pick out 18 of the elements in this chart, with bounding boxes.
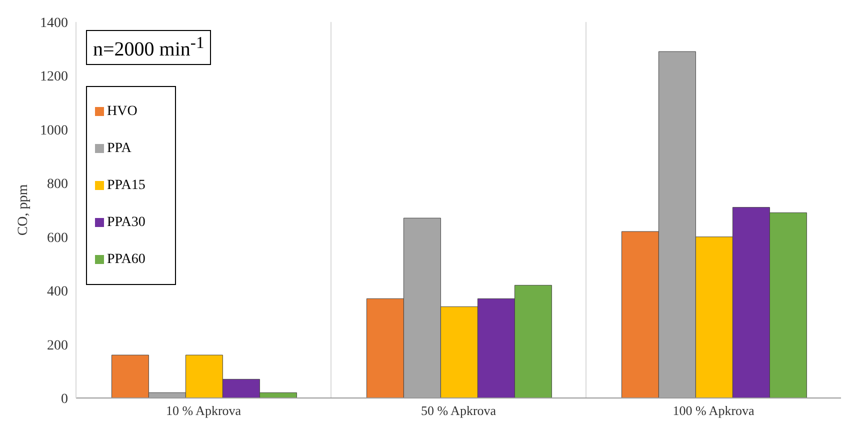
y-tick-label: 400 <box>47 284 68 300</box>
x-tick-label: 50 % Apkrova <box>420 403 496 418</box>
legend-label: PPA30 <box>107 214 146 230</box>
legend-label: HVO <box>107 104 138 120</box>
y-tick-label: 0 <box>61 392 68 407</box>
y-tick-label: 600 <box>47 230 68 246</box>
y-tick-label: 200 <box>47 338 68 354</box>
legend-label: PPA60 <box>107 252 146 268</box>
legend-label: PPA <box>107 140 132 156</box>
x-tick-label: 100 % Apkrova <box>672 403 755 418</box>
y-tick-label: 800 <box>47 177 68 192</box>
annotation: n=2000 min$^{-1}$ <box>86 30 212 65</box>
y-tick-label: 1000 <box>40 123 68 138</box>
y-tick-label: 1400 <box>40 16 68 31</box>
x-tick-label: 10 % Apkrova <box>166 403 242 418</box>
legend-label: PPA15 <box>107 178 146 194</box>
y-axis-title: CO, ppm <box>16 184 31 236</box>
y-tick-label: 1200 <box>40 70 68 85</box>
